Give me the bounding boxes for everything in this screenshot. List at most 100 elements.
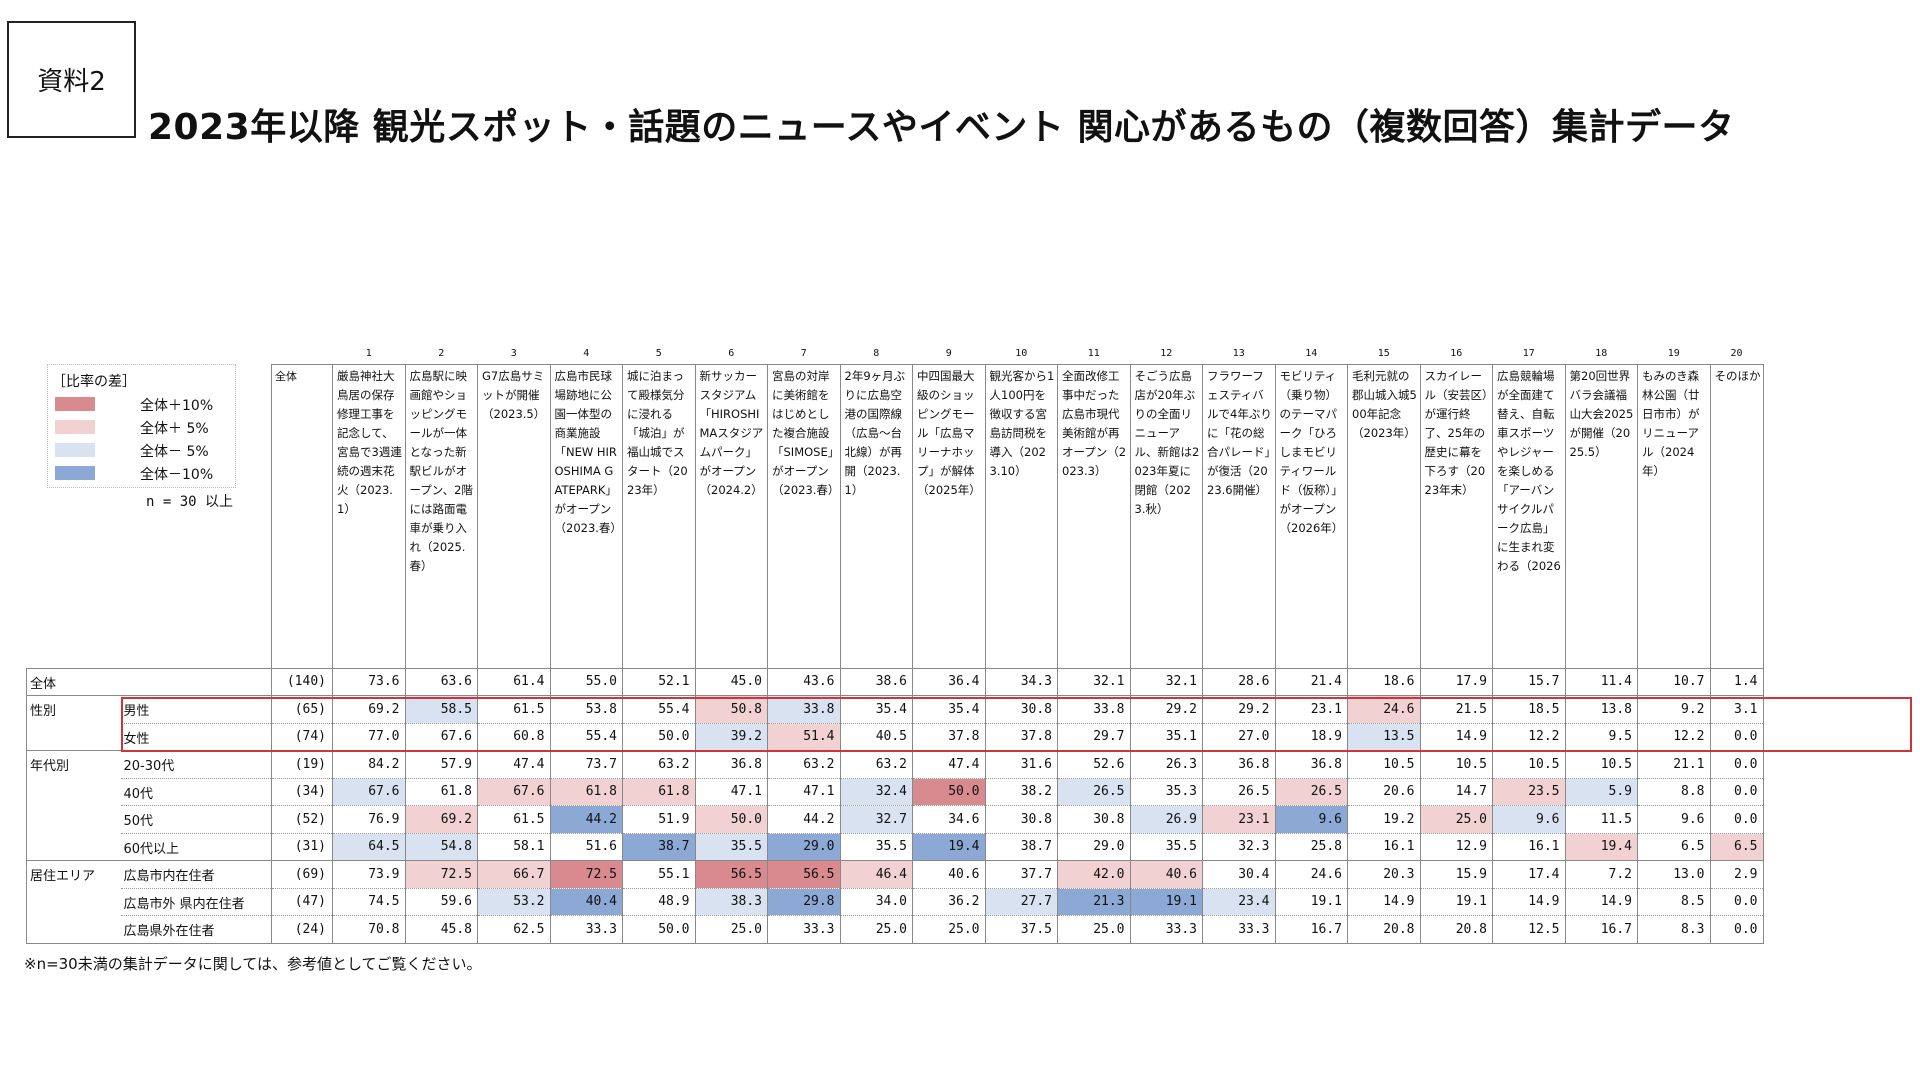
sample-size: (34) <box>271 778 333 806</box>
column-number: 1 <box>365 347 372 359</box>
sample-size: (47) <box>271 888 333 916</box>
value-cell: 67.6 <box>404 723 478 751</box>
value-cell: 1.4 <box>1709 667 1764 696</box>
value-cell: 10.7 <box>1637 667 1710 696</box>
value-cell: 50.8 <box>694 695 768 724</box>
value-cell: 50.0 <box>912 778 985 806</box>
table-row: 50代 (52) 76.9 69.2 61.5 44.2 51.9 50.0 44.2 32.7 3… <box>26 805 1764 834</box>
row-group-label: 年代別 <box>26 750 121 778</box>
value-cell: 33.3 <box>549 915 623 944</box>
value-cell: 9.2 <box>1637 695 1710 724</box>
legend-label: 全体＋10% <box>140 398 214 414</box>
value-cell: 32.1 <box>1129 667 1203 696</box>
footnote: ※n=30未満の集計データに関しては、参考値としてご覧ください。 <box>24 955 482 973</box>
legend-sample-note: n = 30 以上 <box>146 494 234 510</box>
value-cell: 8.5 <box>1637 888 1710 916</box>
value-cell: 32.3 <box>1202 833 1275 861</box>
value-cell: 9.6 <box>1492 805 1565 834</box>
value-cell: 61.4 <box>477 667 550 696</box>
row-group-label <box>26 805 121 833</box>
value-cell: 44.2 <box>767 805 840 834</box>
value-cell: 14.9 <box>1347 888 1420 916</box>
value-cell: 33.8 <box>1057 695 1130 724</box>
value-cell: 0.0 <box>1709 805 1764 834</box>
value-cell: 57.9 <box>404 750 478 779</box>
value-cell: 34.6 <box>912 805 985 834</box>
value-cell: 37.7 <box>984 860 1058 889</box>
value-cell: 56.5 <box>694 860 768 889</box>
column-header-row: 全体 厳島神社大鳥居の保存修理工事を記念して、宮島で3週連続の週末花火（2023.… <box>27 363 1764 669</box>
column-number: 13 <box>1232 347 1245 359</box>
value-cell: 72.5 <box>404 860 478 889</box>
value-cell: 33.3 <box>1202 915 1275 944</box>
value-cell: 30.8 <box>1057 805 1130 834</box>
value-cell: 73.6 <box>332 667 405 696</box>
table-row: 60代以上 (31) 64.5 54.8 58.1 51.6 38.7 35.5 29.0 35.… <box>26 833 1764 861</box>
value-cell: 18.5 <box>1492 695 1565 724</box>
sample-size: (31) <box>271 833 333 861</box>
value-cell: 12.2 <box>1492 723 1565 751</box>
value-cell: 60.8 <box>477 723 550 751</box>
column-number: 9 <box>945 347 952 359</box>
value-cell: 64.5 <box>332 833 405 861</box>
row-sub-label: 20-30代 <box>120 750 272 779</box>
value-cell: 23.4 <box>1202 888 1275 916</box>
row-group-label <box>26 915 121 944</box>
value-cell: 35.3 <box>1129 778 1203 806</box>
value-cell: 74.5 <box>332 888 405 916</box>
value-cell: 19.4 <box>1564 833 1638 861</box>
column-number: 18 <box>1595 347 1608 359</box>
value-cell: 35.5 <box>839 833 913 861</box>
value-cell: 69.2 <box>404 805 478 834</box>
value-cell: 27.0 <box>1202 723 1275 751</box>
legend-item: 全体＋10% <box>55 395 235 414</box>
value-cell: 14.9 <box>1419 723 1493 751</box>
value-cell: 77.0 <box>332 723 405 751</box>
column-number: 12 <box>1160 347 1173 359</box>
value-cell: 36.2 <box>912 888 985 916</box>
value-cell: 37.5 <box>984 915 1058 944</box>
value-cell: 53.8 <box>549 695 623 724</box>
value-cell: 48.9 <box>622 888 695 916</box>
value-cell: 40.6 <box>1129 860 1203 889</box>
value-cell: 33.3 <box>767 915 840 944</box>
value-cell: 54.8 <box>404 833 478 861</box>
column-number: 14 <box>1305 347 1318 359</box>
value-cell: 25.0 <box>1057 915 1130 944</box>
column-number: 10 <box>1015 347 1028 359</box>
value-cell: 59.6 <box>404 888 478 916</box>
value-cell: 26.9 <box>1129 805 1203 834</box>
table-row: 女性 (74) 77.0 67.6 60.8 55.4 50.0 39.2 51.4 40.5 37… <box>26 723 1764 751</box>
value-cell: 36.8 <box>1202 750 1275 779</box>
value-cell: 46.4 <box>839 860 913 889</box>
column-header: 全面改修工事中だった広島市現代美術館が再オープン（2023.3） <box>1057 363 1131 669</box>
value-cell: 25.0 <box>912 915 985 944</box>
value-cell: 25.0 <box>839 915 913 944</box>
value-cell: 21.5 <box>1419 695 1493 724</box>
row-sub-label: 広島市内在住者 <box>120 860 272 889</box>
column-header: 宮島の対岸に美術館をはじめとした複合施設「SIMOSE」がオープン（2023.春… <box>767 363 841 669</box>
value-cell: 5.9 <box>1564 778 1638 806</box>
value-cell: 20.3 <box>1347 860 1420 889</box>
value-cell: 10.5 <box>1347 750 1420 779</box>
value-cell: 67.6 <box>477 778 550 806</box>
value-cell: 43.6 <box>767 667 840 696</box>
row-group-label <box>26 723 121 751</box>
value-cell: 29.7 <box>1057 723 1130 751</box>
value-cell: 24.6 <box>1274 860 1348 889</box>
value-cell: 25.8 <box>1274 833 1348 861</box>
value-cell: 30.4 <box>1202 860 1275 889</box>
value-cell: 52.6 <box>1057 750 1130 779</box>
value-cell: 0.0 <box>1709 723 1764 751</box>
column-header: 広島市民球場跡地に公園一体型の商業施設「NEW HIROSHIMA GATEPA… <box>549 363 623 669</box>
column-number: 4 <box>583 347 590 359</box>
value-cell: 26.5 <box>1057 778 1130 806</box>
column-header: 城に泊まって殿様気分に浸れる「城泊」が福山城でスタート（2023年） <box>622 363 696 669</box>
value-cell: 10.5 <box>1419 750 1493 779</box>
value-cell: 11.5 <box>1564 805 1638 834</box>
blank-cell <box>27 364 121 668</box>
row-group-label <box>26 833 121 861</box>
table-row: 広島県外在住者 (24) 70.8 45.8 62.5 33.3 50.0 25.0 33.3 2… <box>26 915 1764 944</box>
legend-label: 全体＋ 5% <box>140 421 209 437</box>
value-cell: 72.5 <box>549 860 623 889</box>
